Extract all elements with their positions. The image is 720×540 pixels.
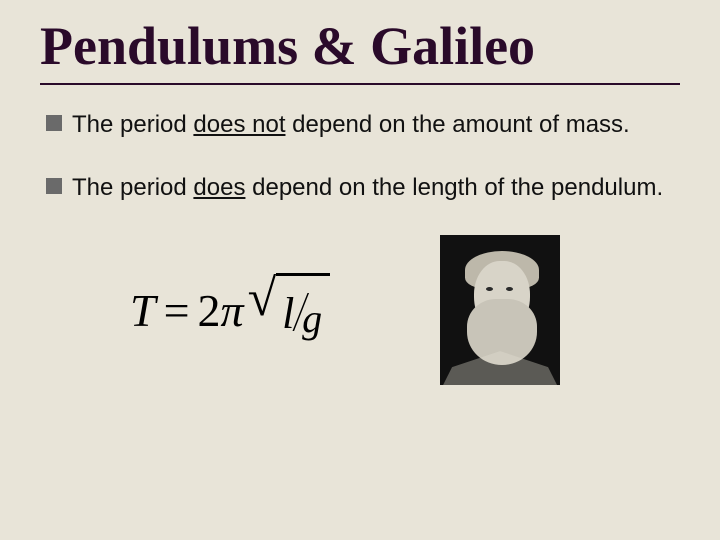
- formula-row: T = 2π √ l ∕ g: [40, 235, 680, 385]
- radicand-denominator: g: [302, 285, 322, 342]
- bullet-underline: does not: [193, 111, 285, 138]
- bullet-item: The period does not depend on the amount…: [40, 109, 680, 140]
- portrait-collar-shape: [440, 351, 560, 385]
- bullet-text: The period does not depend on the amount…: [72, 109, 630, 140]
- formula-lhs: T: [130, 284, 156, 337]
- bullet-text: The period does depend on the length of …: [72, 172, 663, 203]
- fraction-slash-icon: ∕: [299, 278, 304, 345]
- equals-sign: =: [164, 284, 190, 337]
- bullet-underline: does: [193, 174, 245, 201]
- square-root: √ l ∕ g: [248, 273, 330, 347]
- square-bullet-icon: [46, 178, 62, 194]
- radicand-numerator: l: [282, 288, 294, 339]
- radicand: l ∕ g: [276, 273, 330, 347]
- formula-coeff-symbol: π: [221, 284, 244, 337]
- square-bullet-icon: [46, 115, 62, 131]
- bullet-post: depend on the amount of mass.: [285, 111, 629, 138]
- bullet-pre: The period: [72, 111, 193, 138]
- bullet-pre: The period: [72, 174, 193, 201]
- radical-icon: √: [248, 276, 277, 350]
- slide: Pendulums & Galileo The period does not …: [0, 0, 720, 540]
- page-title: Pendulums & Galileo: [40, 18, 680, 85]
- bullet-post: depend on the length of the pendulum.: [245, 174, 663, 201]
- pendulum-period-formula: T = 2π √ l ∕ g: [130, 273, 330, 347]
- galileo-portrait: [440, 235, 560, 385]
- formula-coeff-number: 2: [198, 284, 221, 337]
- bullet-item: The period does depend on the length of …: [40, 172, 680, 203]
